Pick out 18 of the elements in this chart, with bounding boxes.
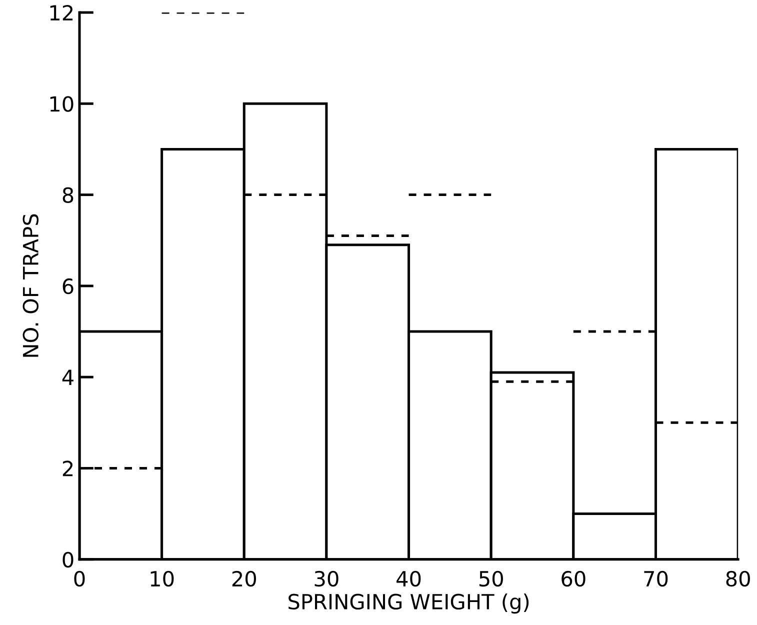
x-tick-label: 30 (314, 570, 338, 587)
x-tick-label: 20 (232, 570, 256, 587)
x-tick-label: 10 (150, 570, 174, 587)
x-axis-title: SPRINGING WEIGHT (g) (288, 593, 529, 614)
x-tick-label: 60 (562, 570, 586, 587)
x-tick-label: 70 (644, 570, 668, 587)
y-tick-label: 2 (62, 460, 73, 476)
x-tick-label: 0 (74, 570, 85, 587)
y-tick-label: 6 (62, 278, 74, 294)
y-tick-label: 0 (62, 552, 74, 568)
x-tick-label: 40 (396, 570, 421, 587)
x-tick-label: 50 (479, 570, 503, 587)
x-tick-label: 80 (726, 570, 750, 587)
y-tick-label: 10 (50, 96, 74, 112)
y-tick-label: 12 (50, 4, 73, 20)
y-axis-title: NO. OF TRAPS (22, 214, 39, 357)
y-tick-label: 4 (62, 370, 74, 385)
y-tick-label: 8 (62, 187, 74, 204)
